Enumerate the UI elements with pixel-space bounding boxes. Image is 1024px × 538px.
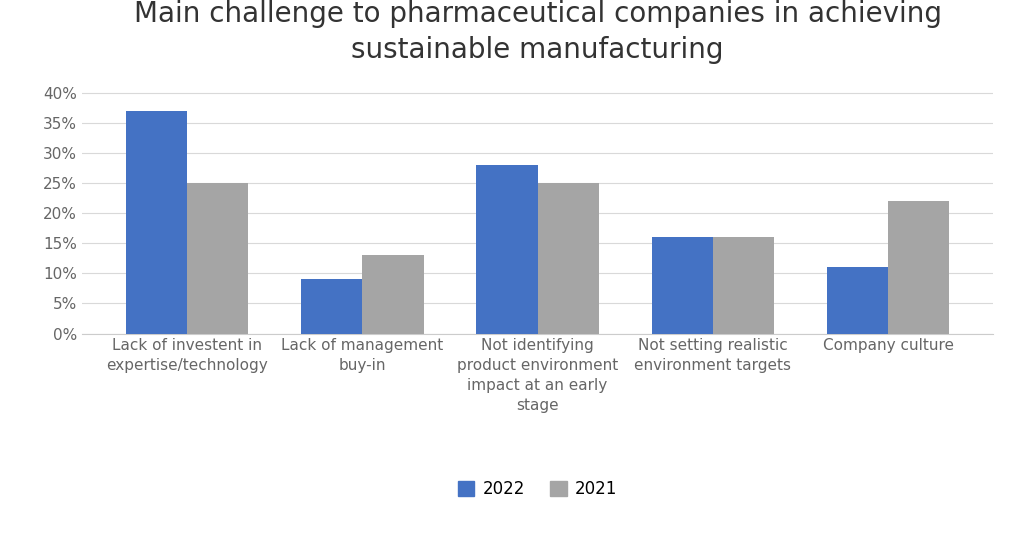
Bar xyxy=(126,111,187,334)
Bar xyxy=(362,256,424,334)
Bar xyxy=(651,237,713,334)
Bar xyxy=(888,201,949,334)
Legend: 2022, 2021: 2022, 2021 xyxy=(451,473,625,505)
Bar xyxy=(713,237,774,334)
Bar xyxy=(538,183,599,334)
Bar xyxy=(476,165,538,334)
Bar xyxy=(187,183,249,334)
Bar xyxy=(826,267,888,334)
Title: Main challenge to pharmaceutical companies in achieving
sustainable manufacturin: Main challenge to pharmaceutical compani… xyxy=(133,0,942,65)
Bar xyxy=(301,279,362,334)
